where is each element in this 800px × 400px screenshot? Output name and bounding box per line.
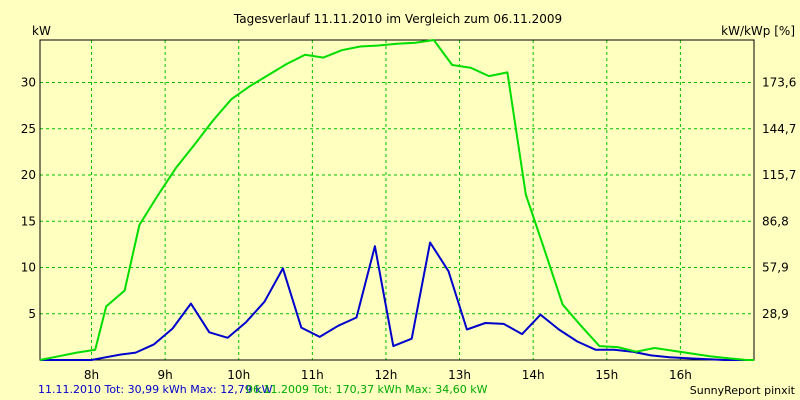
y-right-tick-label: 57,9 bbox=[762, 261, 789, 275]
y-right-tick-label: 173,6 bbox=[762, 76, 796, 90]
right-axis-unit-label: kW/kWp [%] bbox=[721, 24, 795, 38]
chart-title: Tagesverlauf 11.11.2010 im Vergleich zum… bbox=[233, 12, 562, 26]
y-right-tick-label: 86,8 bbox=[762, 214, 789, 228]
y-left-tick-label: 25 bbox=[21, 122, 36, 136]
left-axis-unit-label: kW bbox=[32, 24, 51, 38]
footer-series-1: 11.11.2010 Tot: 30,99 kWh Max: 12,79 kW bbox=[38, 383, 273, 396]
y-left-tick-label: 15 bbox=[21, 214, 36, 228]
x-tick-label: 9h bbox=[158, 368, 173, 382]
y-right-tick-label: 115,7 bbox=[762, 168, 796, 182]
x-tick-label: 15h bbox=[595, 368, 618, 382]
footer-brand: SunnyReport pinxit bbox=[690, 384, 796, 397]
y-right-tick-label: 28,9 bbox=[762, 307, 789, 321]
y-left-tick-label: 30 bbox=[21, 76, 36, 90]
x-tick-label: 11h bbox=[301, 368, 324, 382]
x-tick-label: 14h bbox=[522, 368, 545, 382]
y-left-tick-label: 10 bbox=[21, 261, 36, 275]
x-tick-label: 12h bbox=[375, 368, 398, 382]
footer-series-2: 06.11.2009 Tot: 170,37 kWh Max: 34,60 kW bbox=[246, 383, 488, 396]
x-tick-label: 8h bbox=[84, 368, 99, 382]
x-tick-label: 13h bbox=[448, 368, 471, 382]
y-right-tick-label: 144,7 bbox=[762, 122, 796, 136]
x-tick-label: 16h bbox=[669, 368, 692, 382]
series-line-1 bbox=[40, 241, 754, 361]
series-line-2 bbox=[39, 39, 754, 361]
y-left-tick-label: 20 bbox=[21, 168, 36, 182]
grid bbox=[40, 40, 754, 360]
tick-labels: 8h 9h 10h 11h 12h 13h 14h 15h 16h 5 28,9 10 57,9 15 86… bbox=[21, 76, 797, 382]
y-left-tick-label: 5 bbox=[28, 307, 36, 321]
x-tick-label: 10h bbox=[227, 368, 250, 382]
series-layer bbox=[39, 39, 754, 361]
plot-frame bbox=[39, 39, 755, 361]
